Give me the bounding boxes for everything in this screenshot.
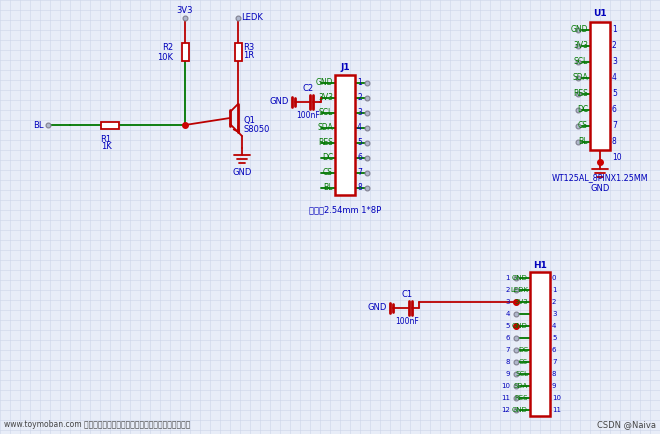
Bar (530, 272, 550, 416)
Text: 11: 11 (552, 407, 561, 413)
Text: SDA: SDA (572, 73, 588, 82)
Text: SDA: SDA (513, 383, 528, 389)
Text: 4: 4 (612, 73, 617, 82)
Text: 100nF: 100nF (296, 111, 320, 120)
Text: 8: 8 (612, 138, 616, 147)
Text: 直排針2.54mm 1*8P: 直排針2.54mm 1*8P (309, 206, 381, 214)
Text: 10K: 10K (157, 53, 173, 62)
Text: GND: GND (368, 303, 387, 312)
Text: GND: GND (270, 98, 289, 106)
Text: 6: 6 (506, 335, 510, 341)
Text: 3: 3 (552, 311, 556, 317)
Text: 1: 1 (357, 78, 362, 87)
Text: LEDK: LEDK (510, 287, 528, 293)
Text: 5: 5 (612, 89, 617, 99)
Text: J1: J1 (340, 63, 350, 72)
Text: R1: R1 (100, 135, 112, 144)
Text: C1: C1 (401, 290, 412, 299)
Text: GND: GND (570, 26, 588, 34)
Text: GND: GND (315, 78, 333, 87)
Text: 6: 6 (612, 105, 617, 115)
Text: RES: RES (318, 138, 333, 147)
Text: 2: 2 (506, 287, 510, 293)
Text: RES: RES (515, 395, 528, 401)
Text: 5: 5 (506, 323, 510, 329)
Text: 3V3: 3V3 (573, 42, 588, 50)
Text: 4: 4 (552, 323, 556, 329)
Text: 10: 10 (501, 383, 510, 389)
Text: GND: GND (512, 407, 528, 413)
Text: 10: 10 (552, 395, 561, 401)
Text: GND: GND (512, 275, 528, 281)
Bar (101, 122, 119, 128)
Text: 0: 0 (552, 275, 556, 281)
Text: 1: 1 (612, 26, 616, 34)
Text: 4: 4 (357, 123, 362, 132)
Text: BL: BL (323, 183, 333, 192)
Text: DC: DC (577, 105, 588, 115)
Text: 1: 1 (506, 275, 510, 281)
Text: 3: 3 (506, 299, 510, 305)
Text: 6: 6 (357, 153, 362, 162)
Text: GND: GND (232, 168, 251, 177)
Text: BL: BL (34, 121, 44, 129)
Text: DC: DC (518, 347, 528, 353)
Text: 8: 8 (552, 371, 556, 377)
Text: 1R: 1R (243, 52, 254, 60)
Text: 7: 7 (506, 347, 510, 353)
Text: 3V3: 3V3 (318, 93, 333, 102)
Text: C2: C2 (302, 84, 314, 93)
Text: 3V3: 3V3 (177, 6, 193, 15)
Text: SCL: SCL (319, 108, 333, 117)
Text: 1K: 1K (100, 142, 112, 151)
Text: 8: 8 (357, 183, 362, 192)
Text: 4: 4 (506, 311, 510, 317)
Text: 3: 3 (357, 108, 362, 117)
Text: CS: CS (323, 168, 333, 177)
Text: 5: 5 (357, 138, 362, 147)
Bar (234, 43, 242, 61)
Text: 11: 11 (501, 395, 510, 401)
Text: 9: 9 (552, 383, 556, 389)
Text: 3: 3 (612, 57, 617, 66)
Text: U1: U1 (593, 10, 607, 19)
Text: H1: H1 (533, 260, 547, 270)
Text: 7: 7 (612, 122, 617, 131)
Text: 2: 2 (612, 42, 616, 50)
Text: LEDK: LEDK (241, 13, 263, 23)
Text: 1: 1 (552, 287, 556, 293)
Bar (335, 75, 355, 195)
Text: CS: CS (519, 359, 528, 365)
Text: CS: CS (578, 122, 588, 131)
Text: R2: R2 (162, 43, 173, 52)
Text: 9: 9 (506, 371, 510, 377)
Text: SCL: SCL (515, 371, 528, 377)
Text: SCL: SCL (574, 57, 588, 66)
Text: Q1: Q1 (244, 116, 256, 125)
Text: 5: 5 (552, 335, 556, 341)
Text: SDA: SDA (317, 123, 333, 132)
Text: GND: GND (512, 323, 528, 329)
Text: 7: 7 (552, 359, 556, 365)
Text: 8: 8 (506, 359, 510, 365)
Text: CSDN @Naiva: CSDN @Naiva (597, 420, 656, 429)
Text: DC: DC (322, 153, 333, 162)
Text: 2: 2 (552, 299, 556, 305)
Text: 12: 12 (501, 407, 510, 413)
Text: GND: GND (590, 184, 610, 193)
Text: 100nF: 100nF (395, 317, 419, 326)
Bar (590, 22, 610, 150)
Text: BL: BL (579, 138, 588, 147)
Text: 10: 10 (612, 154, 622, 162)
Text: 7: 7 (357, 168, 362, 177)
Text: WT125AL_8PINX1.25MM: WT125AL_8PINX1.25MM (552, 174, 648, 183)
Text: 2: 2 (357, 93, 362, 102)
Text: 6: 6 (552, 347, 556, 353)
Text: RES: RES (573, 89, 588, 99)
Text: S8050: S8050 (244, 125, 271, 134)
Text: R3: R3 (243, 43, 254, 52)
Text: 3V3: 3V3 (514, 299, 528, 305)
Bar (182, 43, 189, 61)
Text: www.toymoban.com 网络图片仅供展示，非存储，如有侵权请联系删除。: www.toymoban.com 网络图片仅供展示，非存储，如有侵权请联系删除。 (4, 420, 190, 429)
